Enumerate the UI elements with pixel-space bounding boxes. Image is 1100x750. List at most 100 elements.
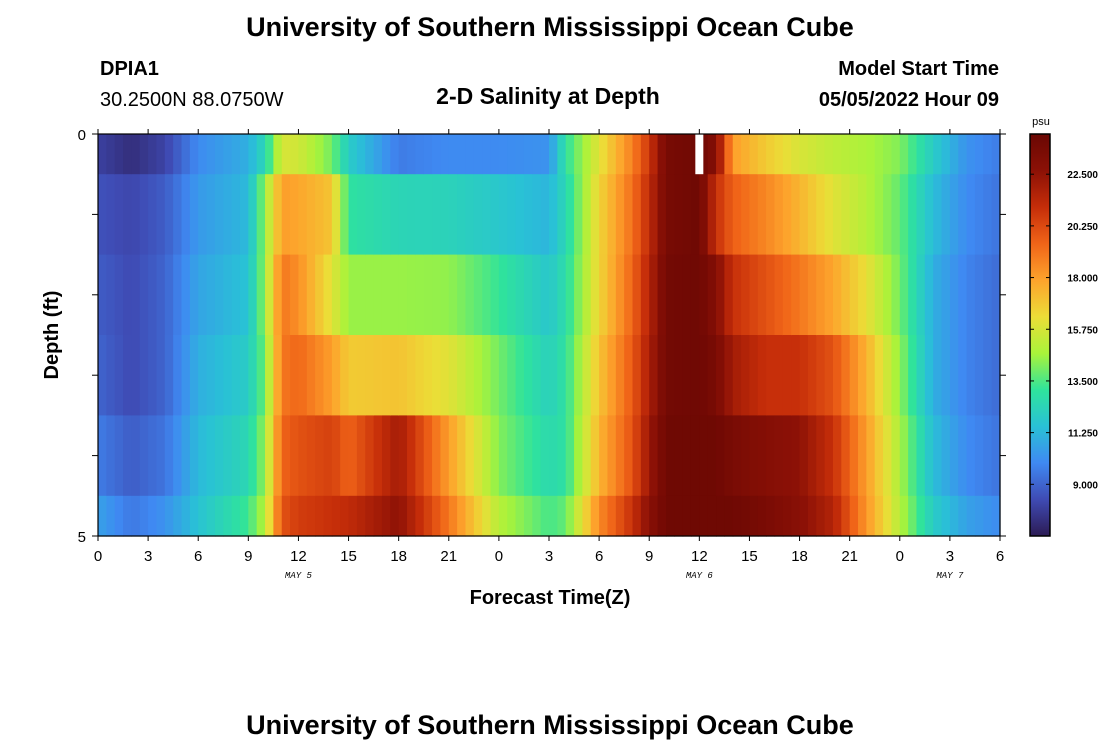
heatmap-cell <box>574 254 584 336</box>
heatmap-cell <box>523 415 533 497</box>
heatmap-cell <box>148 495 158 537</box>
model-start-value: 05/05/2022 Hour 09 <box>819 89 999 111</box>
heatmap-cell <box>415 495 425 537</box>
x-tick-label: 0 <box>896 548 904 565</box>
heatmap-cell <box>866 134 876 175</box>
heatmap-cell <box>281 174 291 256</box>
heatmap-cell <box>123 495 133 537</box>
heatmap-cell <box>214 495 224 537</box>
x-tick-label: 9 <box>645 548 653 565</box>
heatmap-cell <box>582 415 592 497</box>
heatmap-cell <box>515 335 525 416</box>
x-tick-label: 9 <box>244 548 252 565</box>
heatmap-cell <box>214 134 224 175</box>
heatmap-cell <box>440 415 450 497</box>
heatmap-cell <box>198 335 208 416</box>
heatmap-cell <box>98 254 107 336</box>
heatmap-cell <box>214 415 224 497</box>
y-tick-label: 5 <box>78 529 86 546</box>
heatmap-cell <box>248 495 258 537</box>
heatmap-cell <box>315 134 325 175</box>
heatmap-cell <box>824 415 834 497</box>
heatmap-cell <box>599 254 609 336</box>
heatmap-cell <box>599 134 609 175</box>
heatmap-cell <box>582 495 592 537</box>
heatmap-cell <box>774 495 784 537</box>
heatmap-cell <box>273 495 283 537</box>
heatmap-cell <box>148 415 158 497</box>
colorbar-tick-label: 20.250 <box>1067 222 1098 233</box>
heatmap-cell <box>749 495 759 537</box>
heatmap-cell <box>891 254 901 336</box>
heatmap-cell <box>832 174 842 256</box>
heatmap-cell <box>724 174 734 256</box>
heatmap-cell <box>724 495 734 537</box>
heatmap-cell <box>766 174 776 256</box>
heatmap-cell <box>682 335 692 416</box>
heatmap-cell <box>983 134 993 175</box>
heatmap-cell <box>465 495 475 537</box>
heatmap-cell <box>858 174 867 256</box>
heatmap-cell <box>206 495 216 537</box>
heatmap-cell <box>123 254 133 336</box>
heatmap-cell <box>173 134 183 175</box>
heatmap-cell <box>766 495 776 537</box>
heatmap-cell <box>991 335 1001 416</box>
heatmap-cell <box>749 415 759 497</box>
heatmap-cell <box>574 134 584 175</box>
heatmap-cell <box>106 335 116 416</box>
heatmap-cell <box>582 134 592 175</box>
heatmap-cell <box>874 174 884 256</box>
heatmap-cell <box>916 174 926 256</box>
heatmap-cell <box>281 415 291 497</box>
colorbar-unit: psu <box>1032 116 1050 128</box>
heatmap-cell <box>373 335 383 416</box>
heatmap-cell <box>523 495 533 537</box>
heatmap-cell <box>757 335 767 416</box>
date-label: MAY 6 <box>686 571 714 581</box>
heatmap-cell <box>615 495 625 537</box>
heatmap-cell <box>599 415 609 497</box>
heatmap-cell <box>323 134 333 175</box>
heatmap-cell <box>231 174 241 256</box>
heatmap-cell <box>949 495 959 537</box>
heatmap-cell <box>290 335 300 416</box>
heatmap-cell <box>498 134 508 175</box>
heatmap-cell <box>139 335 149 416</box>
heatmap-cell <box>156 174 166 256</box>
heatmap-cell <box>557 134 567 175</box>
colorbar-tick-label: 11.250 <box>1068 429 1098 440</box>
heatmap-cell <box>540 254 550 336</box>
heatmap-cell <box>841 174 851 256</box>
heatmap-cell <box>958 335 968 416</box>
heatmap-cell <box>306 174 316 256</box>
heatmap-cell <box>239 254 249 336</box>
heatmap-cell <box>265 415 274 497</box>
x-tick-label: 0 <box>495 548 503 565</box>
heatmap-cell <box>256 254 266 336</box>
heatmap-cell <box>966 415 976 497</box>
heatmap-cell <box>966 134 976 175</box>
heatmap-cell <box>98 415 107 497</box>
heatmap-cell <box>482 415 492 497</box>
heatmap-cell <box>515 254 525 336</box>
heatmap-cell <box>924 134 934 175</box>
heatmap-cell <box>465 254 475 336</box>
heatmap-cell <box>858 495 867 537</box>
heatmap-cell <box>373 134 383 175</box>
heatmap-cell <box>198 174 208 256</box>
heatmap-cell <box>139 415 149 497</box>
heatmap-cell <box>849 495 859 537</box>
heatmap-cell <box>482 174 492 256</box>
x-tick-label: 15 <box>340 548 357 565</box>
heatmap-cell <box>106 254 116 336</box>
heatmap-cell <box>849 254 859 336</box>
heatmap-cell <box>206 174 216 256</box>
heatmap-cell <box>106 495 116 537</box>
heatmap-cell <box>699 254 709 336</box>
heatmap-cell <box>640 134 650 175</box>
heatmap-cell <box>448 174 458 256</box>
heatmap-cell <box>824 174 834 256</box>
heatmap-cell <box>164 415 174 497</box>
heatmap-cell <box>298 174 308 256</box>
